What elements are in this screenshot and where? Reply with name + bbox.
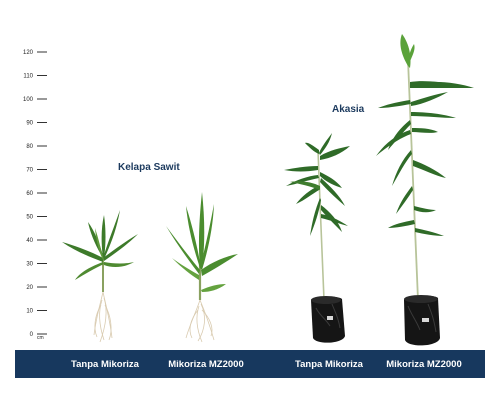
leaves	[166, 192, 238, 292]
group-title-acacia: Akasia	[332, 104, 365, 115]
caption-acacia-control: Tanpa Mikoriza	[295, 359, 363, 370]
acacia-seedling-control	[284, 133, 350, 343]
scale-tick-label: 10	[26, 309, 33, 315]
stem	[317, 149, 325, 301]
caption-oil-palm-mycorrhiza: Mikoriza MZ2000	[168, 359, 244, 370]
scale-tick-label: 90	[26, 121, 33, 127]
leaves	[376, 34, 474, 236]
stem	[407, 59, 419, 301]
scale-unit-label: cm	[37, 335, 44, 341]
oil-palm-seedling-control	[62, 210, 138, 343]
planting-bag	[404, 295, 440, 346]
leaves	[62, 210, 138, 280]
scale-tick-label: 50	[26, 215, 33, 221]
scale-tick-label: 30	[26, 262, 33, 268]
scale-tick-label: 110	[23, 74, 33, 80]
group-title-oil-palm: Kelapa Sawit	[118, 162, 180, 173]
scale-tick-label: 60	[26, 191, 33, 197]
leaves	[284, 133, 350, 236]
root-system	[93, 291, 113, 343]
scale-tick-label: 40	[26, 238, 33, 244]
root-system	[185, 299, 215, 343]
oil-palm-seedling-mycorrhiza	[166, 192, 238, 343]
caption-acacia-mycorrhiza: Mikoriza MZ2000	[386, 359, 462, 370]
scale-tick-label: 70	[26, 168, 33, 174]
scale-tick-label: 100	[23, 97, 34, 103]
caption-bar	[15, 350, 485, 378]
scale-tick-label: 80	[26, 144, 33, 150]
acacia-seedling-mycorrhiza	[376, 34, 474, 346]
scale-tick-label: 120	[23, 50, 34, 56]
caption-oil-palm-control: Tanpa Mikoriza	[71, 359, 139, 370]
planting-bag	[311, 296, 345, 343]
scale-tick-label: 0	[30, 332, 34, 338]
scale-tick-label: 20	[26, 285, 33, 291]
